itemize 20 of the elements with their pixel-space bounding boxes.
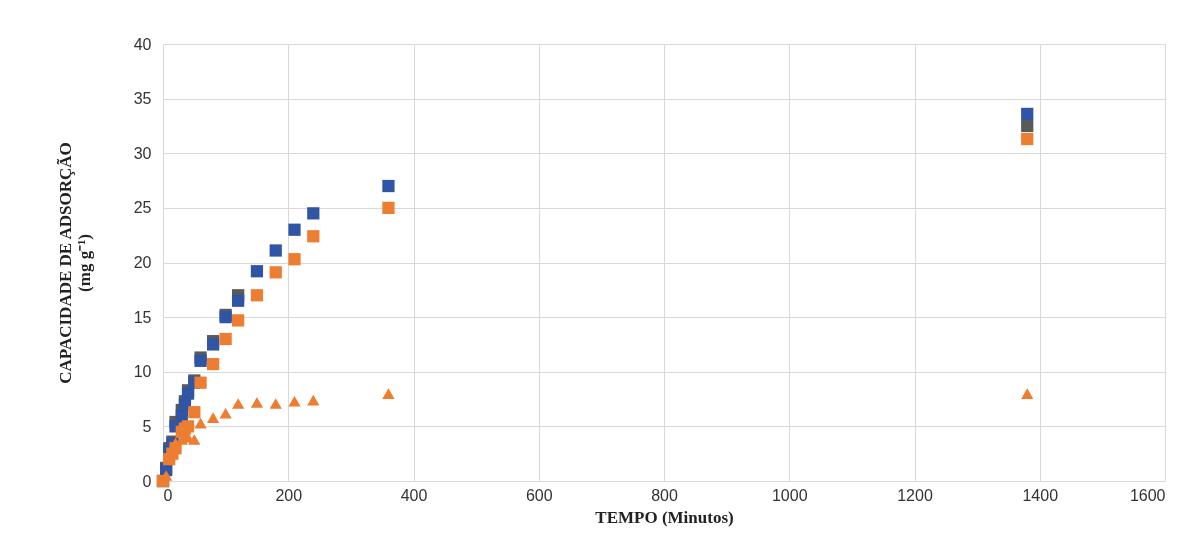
- x-tick-label: 400: [400, 486, 428, 504]
- x-tick-label: 0: [163, 486, 173, 504]
- x-tick-label: 1600: [1129, 486, 1166, 504]
- y-tick-label: 10: [133, 363, 152, 381]
- y-axis-title: CAPACIDADE DE ADSORÇÃO (mg g⁻¹): [55, 142, 94, 384]
- x-tick-label: 1400: [1022, 486, 1059, 504]
- x-tick-label: 1200: [897, 486, 933, 504]
- x-tick-label: 600: [525, 486, 553, 504]
- y-tick-label: 5: [142, 417, 152, 435]
- y-tick-label: 35: [133, 90, 152, 108]
- y-tick-label: 20: [133, 254, 152, 271]
- y-tick-label: 30: [133, 144, 152, 162]
- x-tick-label: 800: [651, 486, 678, 504]
- y-tick-label: 0: [142, 472, 152, 490]
- y-tick-label: 40: [133, 35, 152, 53]
- y-tick-label: 15: [133, 308, 152, 326]
- x-axis-title: TEMPO (Minutos): [595, 507, 734, 527]
- y-tick-label: 25: [133, 199, 152, 217]
- x-tick-label: 1000: [771, 486, 808, 504]
- x-tick-label: 200: [275, 486, 303, 504]
